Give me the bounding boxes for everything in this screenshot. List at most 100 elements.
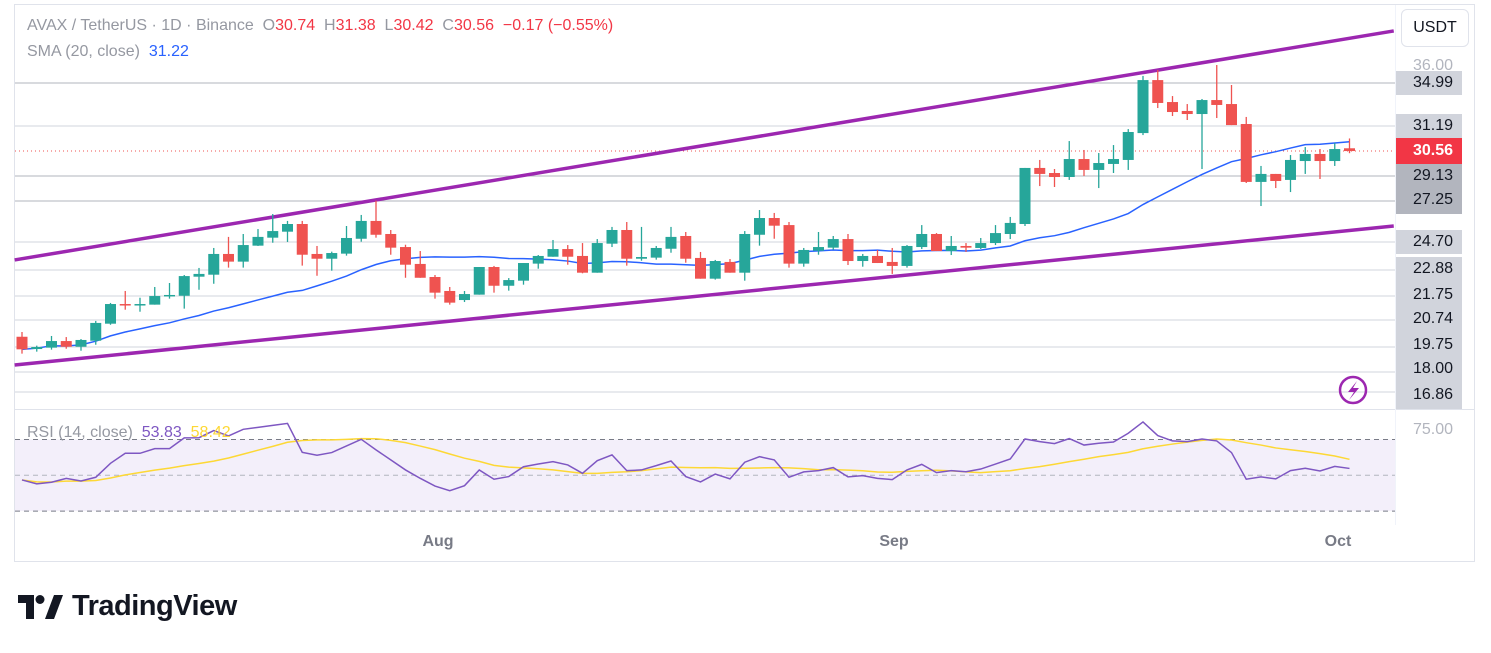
- candle: [208, 247, 220, 284]
- candle: [282, 220, 293, 242]
- candle-body: [798, 249, 810, 264]
- candle: [1019, 167, 1031, 227]
- time-label-sep: Sep: [879, 533, 909, 550]
- candle-body: [341, 237, 352, 254]
- candle: [695, 251, 706, 279]
- candle-body: [1226, 104, 1237, 126]
- candle-body: [16, 336, 28, 350]
- candle: [488, 265, 500, 293]
- candle-body: [783, 225, 795, 264]
- candle: [134, 297, 146, 312]
- price-label: 31.19: [1396, 114, 1462, 138]
- candle-body: [518, 263, 529, 281]
- candle: [341, 226, 352, 256]
- candle-body: [1093, 163, 1105, 170]
- candle-body: [473, 267, 485, 295]
- candle: [547, 239, 559, 257]
- close-value: 30.56: [453, 17, 494, 34]
- candle-body: [975, 243, 987, 248]
- candle-body: [208, 253, 220, 275]
- price-label: 19.75: [1396, 333, 1462, 357]
- candle: [872, 249, 883, 264]
- candle: [724, 259, 736, 273]
- candle-body: [119, 304, 131, 306]
- candle-body: [355, 220, 367, 239]
- candle: [252, 229, 264, 246]
- candle-body: [178, 276, 190, 296]
- candle-body: [282, 224, 293, 232]
- candle: [60, 337, 72, 349]
- rsi-line: [21, 420, 1350, 492]
- candle-body: [665, 236, 677, 249]
- rsi-label[interactable]: RSI (14, close): [27, 424, 133, 441]
- candle-body: [695, 257, 706, 279]
- currency-button[interactable]: USDT: [1401, 9, 1469, 47]
- candle: [768, 212, 780, 239]
- candle-body: [650, 247, 662, 258]
- candle-body: [680, 235, 692, 259]
- candle: [326, 251, 338, 271]
- candle-body: [547, 249, 559, 257]
- candle-body: [1049, 173, 1060, 178]
- current-price-label: 30.56: [1396, 138, 1462, 164]
- candle: [459, 290, 470, 303]
- candle-body: [709, 261, 721, 279]
- candle: [990, 225, 1001, 246]
- candle: [562, 245, 574, 265]
- time-label-oct: Oct: [1324, 533, 1352, 550]
- candle: [621, 222, 633, 266]
- candle: [414, 251, 426, 278]
- candle-body: [562, 249, 574, 257]
- candle: [75, 339, 87, 351]
- price-label: 34.99: [1396, 71, 1462, 95]
- candle-body: [901, 245, 913, 266]
- open-value: 30.74: [275, 17, 316, 34]
- sma-label[interactable]: SMA (20, close): [27, 43, 140, 60]
- rsi-value: 53.83: [141, 424, 182, 441]
- low-value: 30.42: [393, 17, 434, 34]
- candle-body: [872, 255, 883, 264]
- candle-body: [267, 231, 279, 238]
- price-label: 18.00: [1396, 357, 1462, 383]
- candle-body: [488, 267, 500, 286]
- candle: [1314, 149, 1326, 179]
- candle: [739, 231, 751, 281]
- candle-body: [886, 261, 898, 266]
- candle: [311, 245, 323, 276]
- candle-body: [237, 245, 249, 262]
- candle: [886, 247, 898, 274]
- candle-body: [1255, 173, 1267, 182]
- candle: [355, 214, 367, 242]
- candle: [945, 235, 957, 256]
- candle: [149, 286, 161, 305]
- lightning-icon[interactable]: [1338, 375, 1368, 405]
- chart-frame: [14, 4, 1475, 562]
- rsi-ma-value: 58.42: [190, 424, 231, 441]
- candle-body: [813, 247, 824, 251]
- candle: [813, 231, 824, 255]
- candle: [798, 247, 810, 267]
- candle-body: [105, 304, 116, 324]
- candle-body: [960, 245, 972, 248]
- candle: [931, 233, 942, 252]
- price-label: 36.00: [1412, 57, 1453, 74]
- candle: [1063, 141, 1075, 180]
- candle-body: [1122, 131, 1134, 160]
- high-value: 31.38: [335, 17, 376, 34]
- candle: [1078, 149, 1090, 176]
- candle: [709, 259, 721, 280]
- candle-body: [842, 239, 854, 262]
- candle: [665, 226, 677, 253]
- candle: [518, 263, 529, 285]
- candle: [960, 243, 972, 252]
- candle-body: [1270, 173, 1282, 181]
- candle-body: [252, 236, 264, 246]
- candle-body: [46, 341, 57, 348]
- candle-body: [591, 243, 603, 273]
- candle: [606, 226, 618, 248]
- candle-body: [857, 255, 869, 262]
- candle-body: [311, 253, 323, 259]
- symbol-title[interactable]: AVAX / TetherUS · 1D · Binance: [27, 17, 254, 34]
- tradingview-logo[interactable]: TradingView: [18, 590, 237, 623]
